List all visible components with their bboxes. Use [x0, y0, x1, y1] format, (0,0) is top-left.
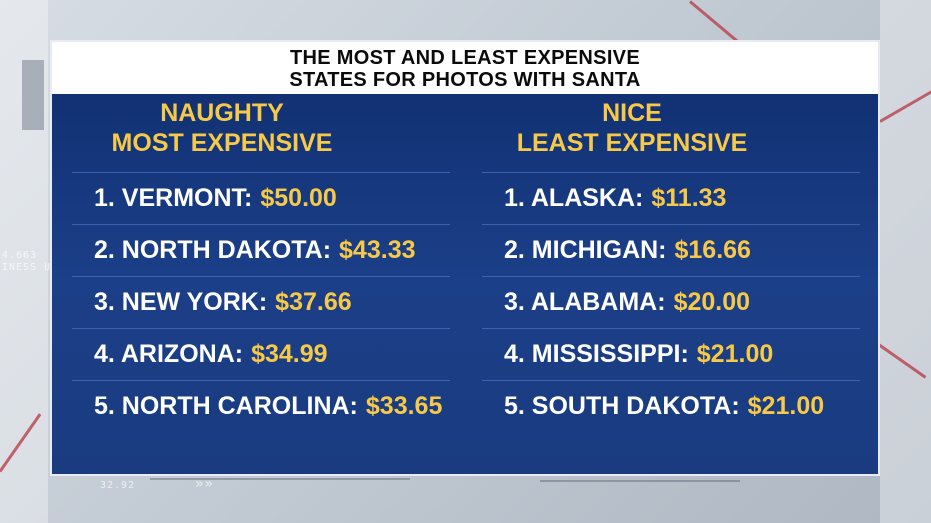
state-label: 4. ARIZONA:: [94, 340, 244, 368]
naughty-list: 1. VERMONT: $50.00 2. NORTH DAKOTA: $43.33…: [72, 172, 450, 432]
state-label: 5. SOUTH DAKOTA:: [504, 392, 740, 420]
list-item: 5. SOUTH DAKOTA: $21.00: [482, 380, 860, 432]
price: $21.00: [747, 392, 825, 420]
price: $11.33: [651, 184, 727, 212]
hud-text-2: INESS U: [2, 262, 52, 273]
nice-heading-1: NICE: [602, 99, 662, 127]
price: $33.65: [365, 392, 443, 420]
price: $16.66: [674, 236, 751, 264]
state-label: 3. ALABAMA:: [504, 288, 666, 316]
naughty-heading-2: MOST EXPENSIVE: [111, 129, 333, 157]
state-label: 2. NORTH DAKOTA:: [94, 236, 332, 264]
hud-text-3: 32.92: [100, 480, 136, 491]
state-label: 3. NEW YORK:: [94, 288, 268, 316]
price: $37.66: [275, 288, 352, 316]
nice-list: 1. ALASKA: $11.33 2. MICHIGAN: $16.66 3. A…: [482, 172, 860, 432]
price: $43.33: [339, 236, 416, 264]
state-label: 1. ALASKA:: [504, 184, 644, 212]
list-item: 3. NEW YORK: $37.66: [72, 276, 450, 328]
state-label: 1. VERMONT:: [94, 184, 253, 212]
state-label: 2. MICHIGAN:: [504, 236, 667, 264]
price: $50.00: [260, 184, 337, 212]
list-item: 4. ARIZONA: $34.99: [72, 328, 450, 380]
list-item: 3. ALABAMA: $20.00: [482, 276, 860, 328]
hud-text-1: 4.663: [2, 250, 38, 261]
list-item: 2. MICHIGAN: $16.66: [482, 224, 860, 276]
title-line-2: STATES FOR PHOTOS WITH SANTA: [289, 69, 641, 91]
chevrons-icon: »»: [195, 476, 214, 492]
list-item: 4. MISSISSIPPI: $21.00: [482, 328, 860, 380]
nice-heading-2: LEAST EXPENSIVE: [516, 129, 748, 157]
price: $21.00: [696, 340, 774, 368]
list-item: 2. NORTH DAKOTA: $43.33: [72, 224, 450, 276]
state-label: 4. MISSISSIPPI:: [504, 340, 689, 368]
naughty-heading-1: NAUGHTY: [160, 99, 284, 127]
price: $20.00: [673, 288, 751, 316]
nice-heading: NICE LEAST EXPENSIVE: [442, 98, 822, 158]
list-item: 1. VERMONT: $50.00: [72, 172, 450, 224]
graphic-panel: THE MOST AND LEAST EXPENSIVE STATES FOR …: [50, 40, 880, 476]
title-bar: THE MOST AND LEAST EXPENSIVE STATES FOR …: [52, 42, 878, 94]
state-label: 5. NORTH CAROLINA:: [94, 392, 358, 420]
title-line-1: THE MOST AND LEAST EXPENSIVE: [290, 47, 640, 69]
list-item: 5. NORTH CAROLINA: $33.65: [72, 380, 450, 432]
naughty-heading: NAUGHTY MOST EXPENSIVE: [32, 98, 412, 158]
price: $34.99: [251, 340, 328, 368]
list-item: 1. ALASKA: $11.33: [482, 172, 860, 224]
